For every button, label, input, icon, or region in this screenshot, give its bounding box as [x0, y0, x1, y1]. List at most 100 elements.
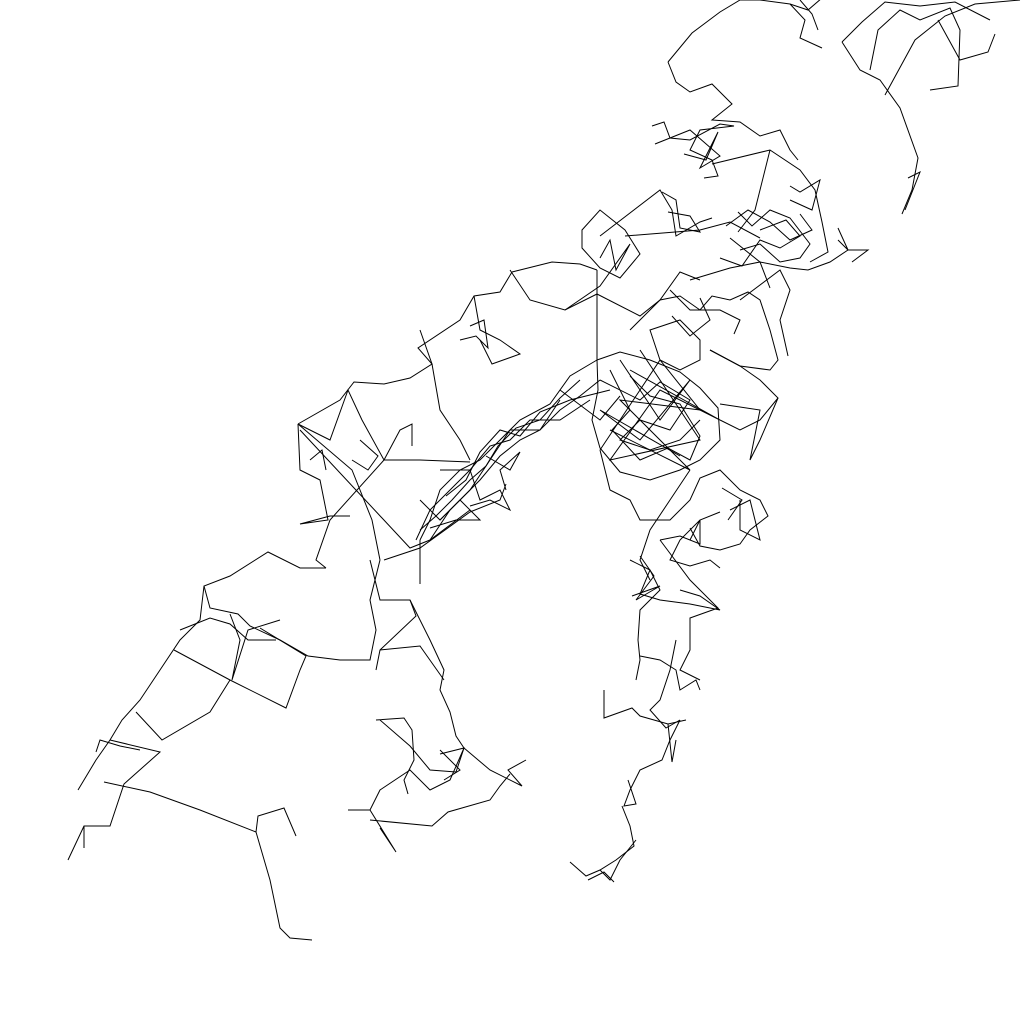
wire-left-net-b — [297, 423, 350, 525]
wire-ll-t — [369, 773, 511, 827]
wire-core-i — [709, 349, 779, 431]
wire-top-right-drop — [841, 41, 919, 215]
wire-mid-span-2 — [509, 269, 598, 311]
wire-top-right-loop — [869, 7, 961, 91]
wire-left-net-e — [351, 439, 379, 471]
wire-upper-loop — [667, 61, 799, 161]
wire-rmid-j — [721, 487, 743, 521]
wire-top-right-chain — [841, 1, 991, 43]
wire-top-arc — [667, 0, 821, 63]
wire-bridge-k — [383, 483, 507, 561]
wire-ll-s — [369, 809, 397, 853]
wire-left-loop-b — [419, 329, 433, 365]
wire-left-net-c — [315, 459, 385, 569]
wire-right-cluster-f — [725, 209, 813, 241]
wire-rmid-f — [629, 559, 721, 611]
wire-ll-j — [255, 831, 313, 941]
wire-mid-spoke — [661, 191, 702, 233]
wire-ll-u — [439, 749, 461, 781]
wire-lr-e — [667, 723, 677, 763]
wire-left-loop — [431, 363, 471, 461]
wire-rmid-h — [659, 539, 719, 681]
wire-ll-c — [229, 613, 281, 681]
wire-bridge-b — [439, 379, 601, 521]
wire-core-a — [591, 351, 721, 481]
wire-left-fan — [459, 319, 489, 350]
wire-bridge-h — [419, 499, 482, 529]
wire-rmid-d — [659, 519, 701, 545]
wire-core-n — [671, 297, 711, 337]
wire-upper-fan — [651, 121, 735, 179]
wire-upper-long — [737, 149, 771, 233]
wire-lr-d — [623, 719, 681, 807]
wire-ll-k — [95, 739, 141, 753]
wire-lr-g — [599, 839, 637, 881]
wire-rmid-i — [635, 569, 661, 681]
wire-ll-a — [203, 551, 381, 661]
wire-core-e — [599, 359, 702, 471]
wire-top-strand-1 — [789, 3, 823, 49]
wire-top-right-ray — [884, 0, 1021, 96]
wire-mid-span — [511, 261, 598, 273]
wire-left-chain-b — [473, 295, 522, 365]
wire-left-net-f — [297, 423, 381, 561]
wire-ll-n — [379, 645, 445, 681]
wire-mid-fan — [564, 238, 631, 311]
wire-left-net-g — [309, 449, 327, 471]
wire-ll-p — [379, 719, 465, 773]
wire-core-f — [608, 349, 721, 461]
wire-bridge-l — [559, 389, 621, 421]
wire-core-m — [669, 289, 741, 335]
wire-right-cluster-d — [719, 219, 801, 267]
wire-top-right-tail — [904, 170, 921, 211]
wire-top-right-kink — [937, 19, 996, 61]
wire-ll-l — [369, 559, 417, 671]
wire-mid-link — [596, 271, 701, 317]
wire-lr-c — [603, 690, 687, 725]
wire-core-d — [599, 359, 691, 457]
wire-mid-loop — [581, 209, 641, 279]
wire-core-j — [739, 269, 791, 357]
wire-left-net-a — [297, 388, 471, 463]
wire-ll-i — [103, 781, 297, 837]
wire-right-cluster-c — [789, 178, 821, 211]
wire-mid-ray-a — [599, 189, 713, 237]
wire-right-cluster-b — [729, 237, 870, 271]
wire-mid-ray-b — [624, 221, 761, 239]
wire-ll-m — [409, 599, 465, 749]
wire-lr-b — [649, 639, 681, 729]
wire-right-cluster-e — [837, 227, 849, 251]
wire-ll-f — [135, 679, 231, 741]
wire-bridge-g — [440, 469, 512, 512]
wire-upper-fan-2 — [654, 129, 721, 170]
wire-bridge-d — [445, 389, 611, 497]
wire-ll-q — [463, 747, 527, 787]
wire-bridge-e — [419, 379, 581, 531]
wire-lr-f — [569, 805, 635, 877]
wire-lr-a — [639, 655, 701, 691]
wire-rmid-c — [669, 511, 721, 569]
wire-lr-h — [587, 871, 615, 883]
wire-top-strand-2 — [799, 0, 819, 31]
wire-rmid-e — [729, 499, 761, 541]
wire-ll-e — [173, 627, 307, 709]
wire-core-k — [689, 261, 771, 289]
wire-left-net-d — [383, 423, 413, 461]
wire-bridge-c — [415, 399, 591, 541]
wire-right-cluster-a — [737, 209, 811, 263]
wire-ll-d — [179, 617, 276, 641]
wire-ll-g — [67, 739, 162, 861]
wire-ll-b — [77, 585, 205, 791]
wire-core-g — [649, 319, 701, 371]
wire-core-h — [629, 291, 779, 371]
wire-rmid-g — [631, 555, 661, 601]
wire-upper-ray — [711, 149, 829, 263]
wire-ll-o — [375, 717, 415, 795]
wire-left-chain-a — [297, 271, 513, 425]
wire-rmid-a — [599, 449, 769, 551]
wire-core-l — [719, 397, 779, 461]
wire-bridge-j — [485, 451, 521, 491]
wire-core-c — [609, 369, 701, 461]
